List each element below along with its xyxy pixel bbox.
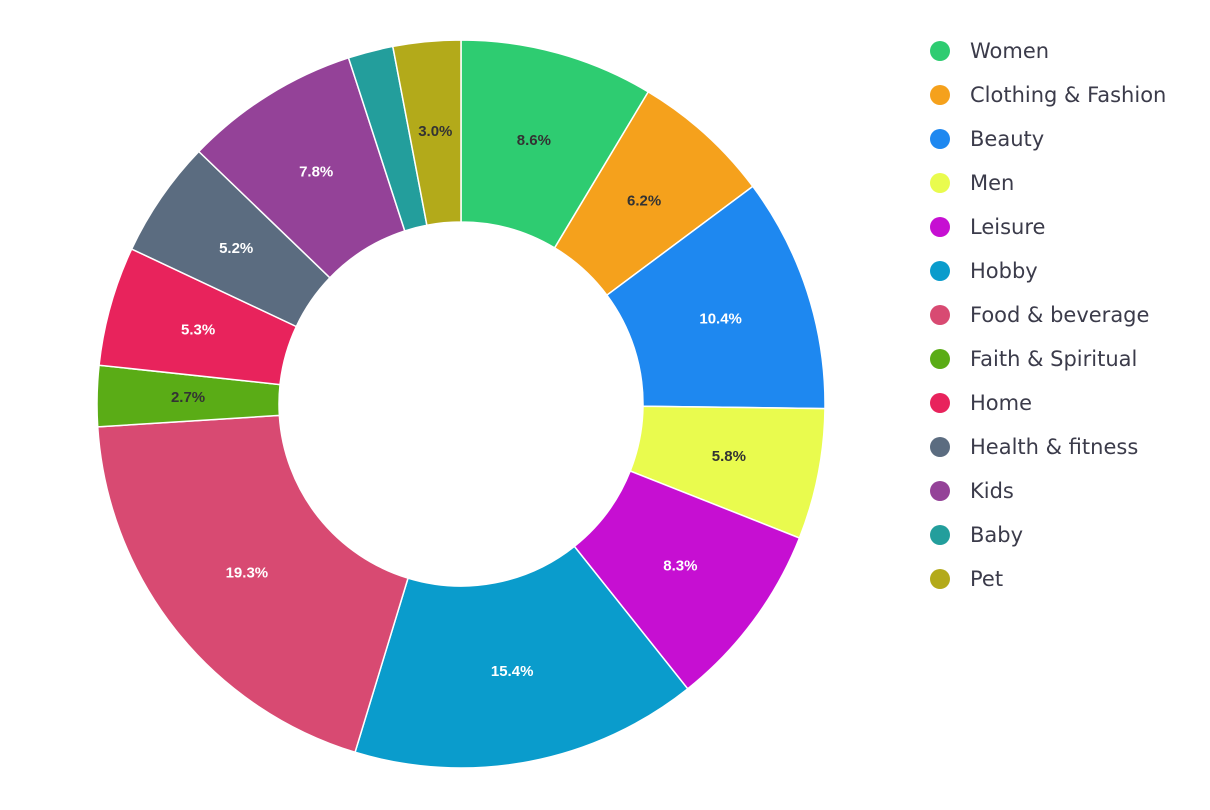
chart-legend: Women Clothing & Fashion Beauty Men Leisure H… (930, 29, 1166, 601)
legend-item[interactable]: Baby (930, 513, 1166, 557)
legend-label: Pet (970, 567, 1004, 591)
slice-label: 3.0% (418, 123, 452, 140)
slice-label: 10.4% (699, 311, 742, 328)
legend-label: Leisure (970, 215, 1046, 239)
legend-item[interactable]: Pet (930, 557, 1166, 601)
slice-label: 8.6% (517, 132, 551, 149)
legend-label: Beauty (970, 127, 1045, 151)
legend-item[interactable]: Kids (930, 469, 1166, 513)
legend-label: Food & beverage (970, 303, 1150, 327)
legend-item[interactable]: Men (930, 161, 1166, 205)
legend-swatch (930, 437, 950, 457)
legend-label: Kids (970, 479, 1014, 503)
slice-label: 5.8% (712, 448, 746, 465)
legend-swatch (930, 393, 950, 413)
legend-item[interactable]: Faith & Spiritual (930, 337, 1166, 381)
slice-label: 5.2% (219, 240, 253, 257)
legend-swatch (930, 349, 950, 369)
legend-label: Home (970, 391, 1033, 415)
legend-label: Faith & Spiritual (970, 347, 1138, 371)
slice-label: 2.7% (171, 389, 205, 406)
slice-label: 15.4% (491, 663, 534, 680)
slice-label: 8.3% (663, 558, 697, 575)
slice-food-beverage[interactable] (96, 414, 409, 754)
legend-swatch (930, 41, 950, 61)
legend-item[interactable]: Home (930, 381, 1166, 425)
legend-label: Hobby (970, 259, 1038, 283)
slice-hobby[interactable] (354, 545, 689, 769)
slice-pet[interactable] (391, 39, 462, 227)
legend-swatch (930, 85, 950, 105)
legend-label: Health & fitness (970, 435, 1139, 459)
legend-item[interactable]: Hobby (930, 249, 1166, 293)
slice-label: 5.3% (181, 321, 215, 338)
legend-item[interactable]: Women (930, 29, 1166, 73)
legend-item[interactable]: Leisure (930, 205, 1166, 249)
legend-swatch (930, 569, 950, 589)
legend-label: Clothing & Fashion (970, 83, 1167, 107)
donut-slices (96, 39, 826, 769)
slice-label: 19.3% (226, 564, 269, 581)
slice-label: 7.8% (299, 164, 333, 181)
legend-item[interactable]: Clothing & Fashion (930, 73, 1166, 117)
legend-label: Men (970, 171, 1015, 195)
legend-swatch (930, 525, 950, 545)
slice-label: 6.2% (627, 192, 661, 209)
legend-item[interactable]: Health & fitness (930, 425, 1166, 469)
legend-swatch (930, 481, 950, 501)
legend-swatch (930, 173, 950, 193)
legend-swatch (930, 261, 950, 281)
legend-item[interactable]: Beauty (930, 117, 1166, 161)
legend-label: Women (970, 39, 1050, 63)
legend-swatch (930, 129, 950, 149)
legend-swatch (930, 305, 950, 325)
legend-item[interactable]: Food & beverage (930, 293, 1166, 337)
donut-chart: 8.6% 6.2% 10.4% 5.8% 8.3% 15.4% 19.3% 2.7% 5.3% 5… (96, 39, 826, 769)
legend-label: Baby (970, 523, 1024, 547)
legend-swatch (930, 217, 950, 237)
slice-labels: 8.6% 6.2% 10.4% 5.8% 8.3% 15.4% 19.3% 2.7% 5.3% 5… (171, 123, 746, 680)
